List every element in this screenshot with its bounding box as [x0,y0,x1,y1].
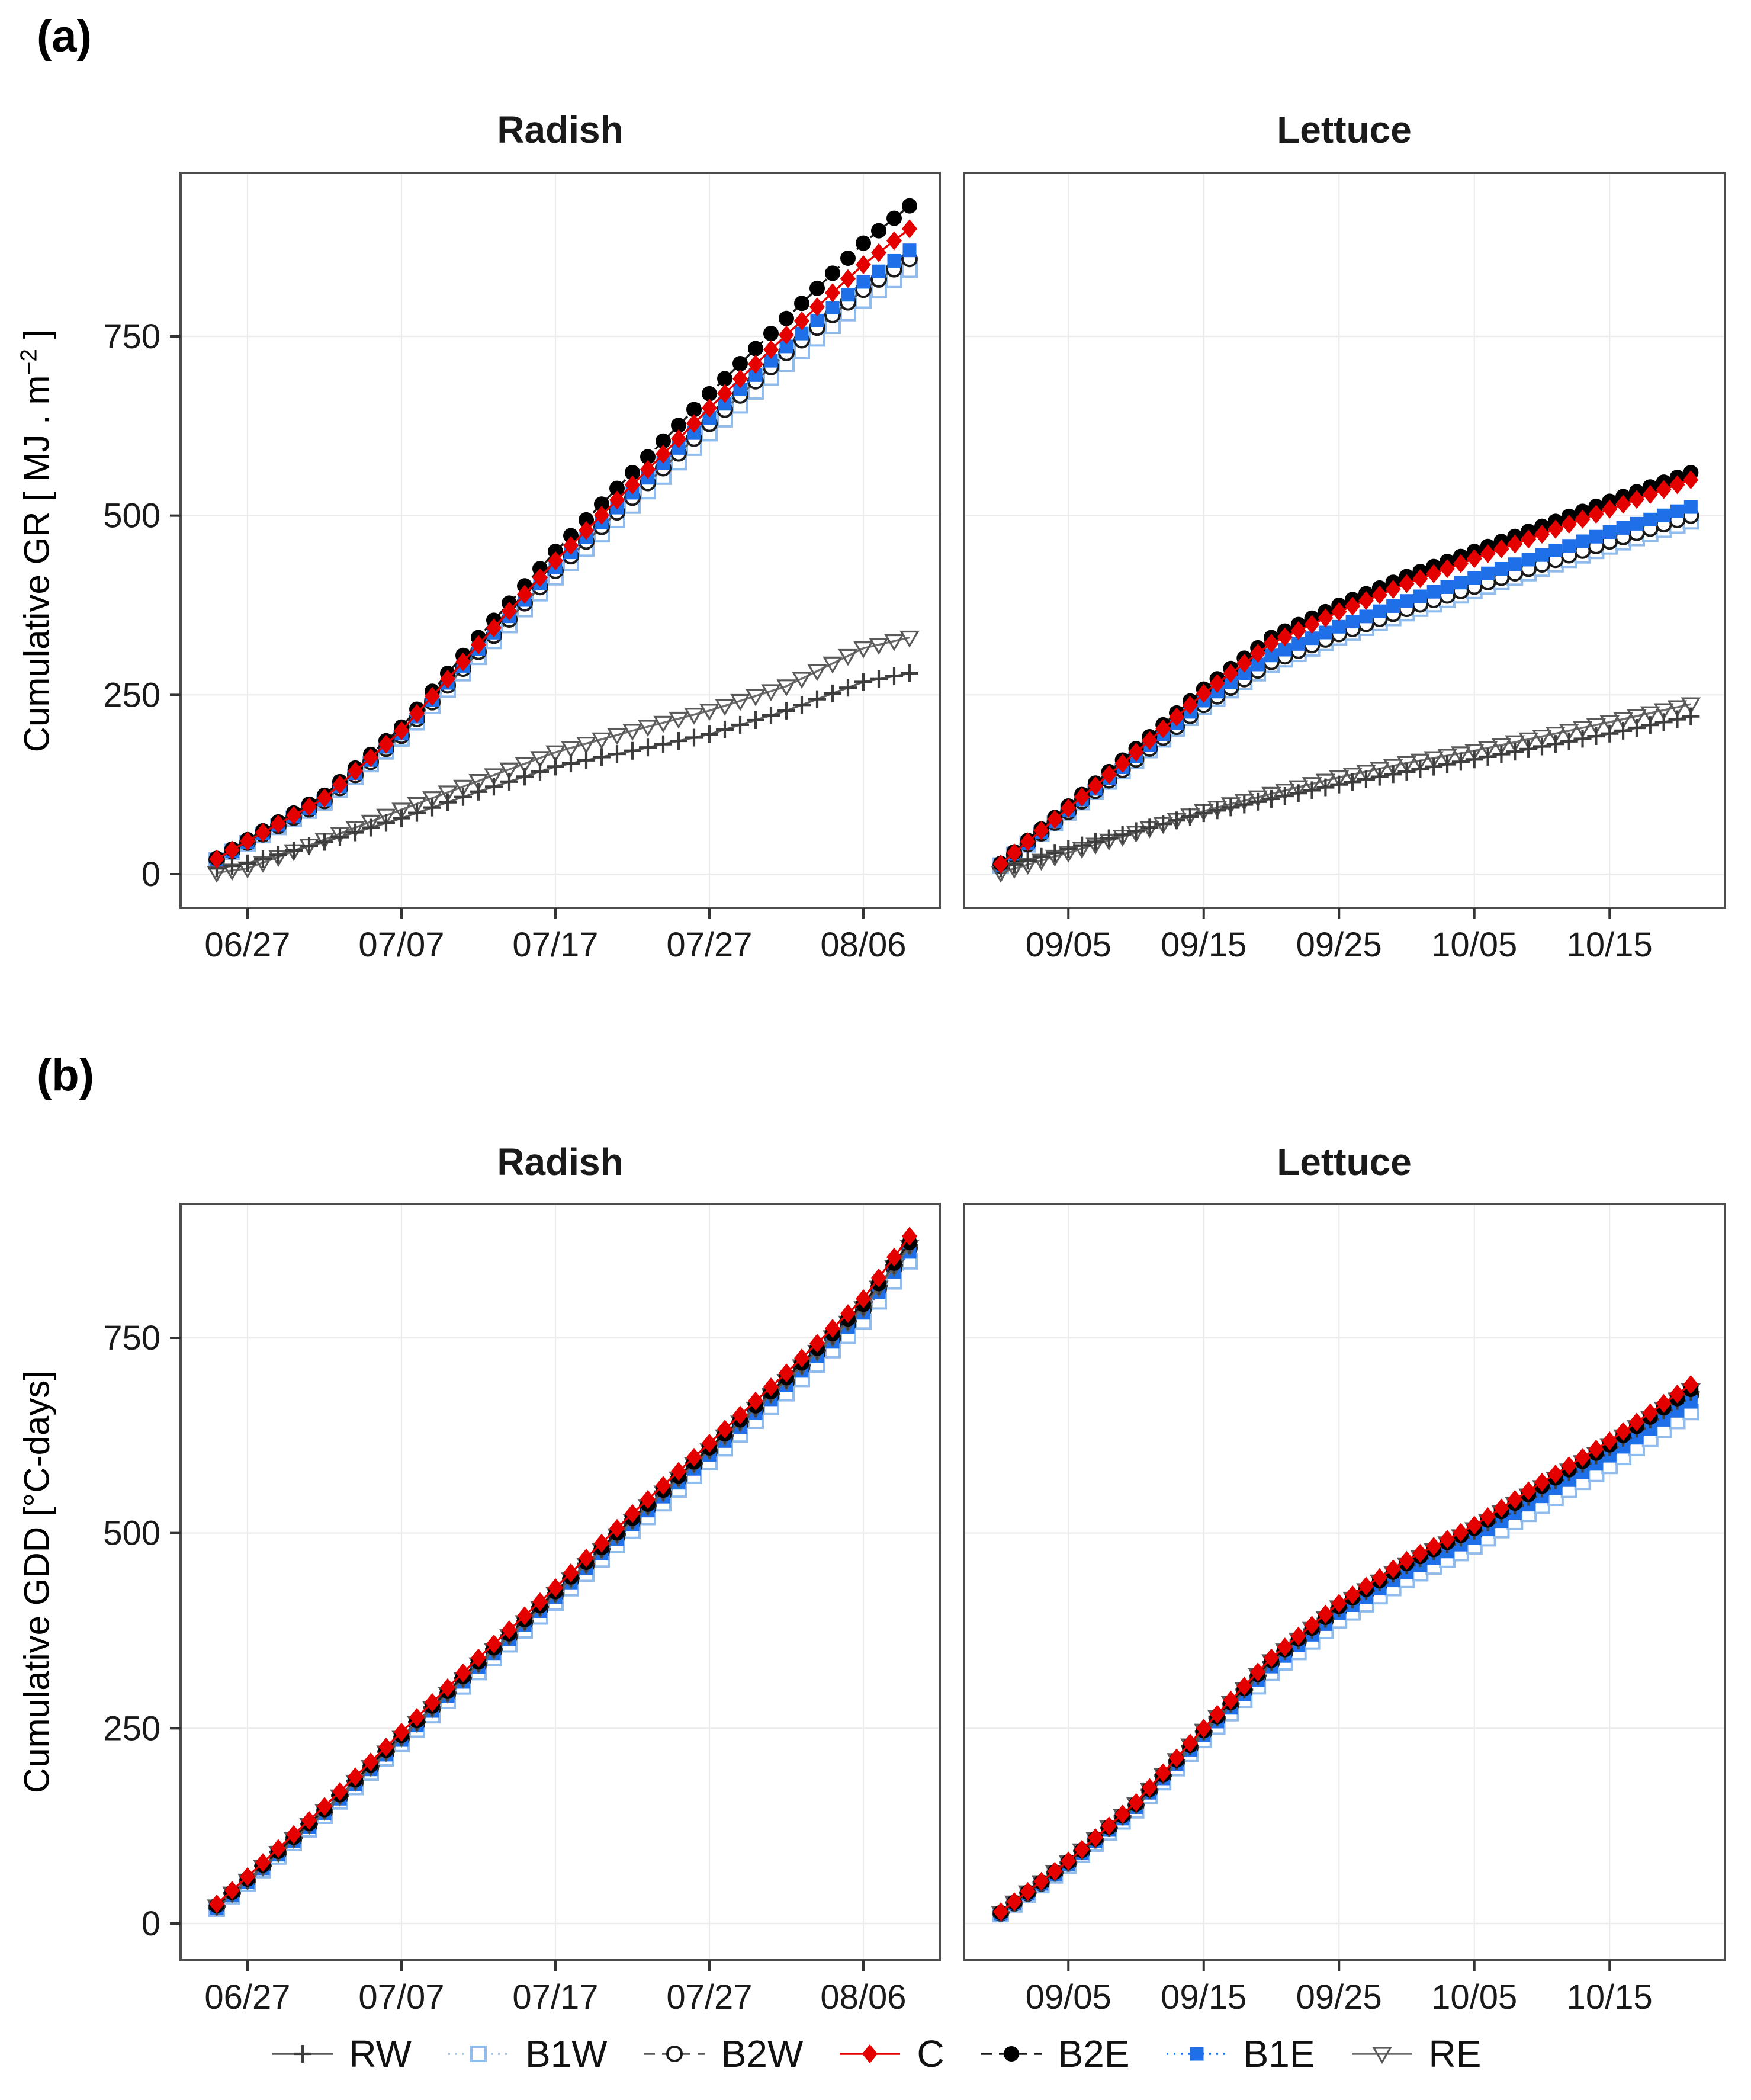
y-axis-a-radish: 0 250 500 750 [103,317,181,894]
legend-key-diamond-filled [840,2044,901,2063]
x-tick-label: 06/27 [204,926,290,964]
legend-label-RE: RE [1428,2032,1482,2075]
legend-item-C: C [837,2032,944,2076]
series-C-a-lettuce [993,470,1699,874]
panel-b-radish: 06/27 07/07 07/17 07/27 08/06 0 250 500 750 [103,1203,941,2016]
x-tick-label: 07/17 [512,1978,598,2016]
x-tick-label: 09/15 [1161,1978,1246,2016]
series-B2W-a-lettuce [992,507,1699,874]
legend-label-RW: RW [349,2032,412,2075]
y-tick-label: 0 [142,1905,160,1943]
panel-b-lettuce: 09/05 09/15 09/25 10/05 10/15 [963,1203,1726,2016]
panel-a-lettuce: 09/05 09/15 09/25 10/05 10/15 [963,172,1726,964]
series-RW-a-radish [208,664,918,878]
panel-border-b-radish [179,1203,941,1961]
series-C-b-lettuce [993,1375,1699,1922]
x-tick-label: 07/27 [666,926,752,964]
legend-key-circle-open [644,2046,705,2062]
panel-title-b-radish: Radish [497,1141,624,1183]
x-tick-label: 09/25 [1296,926,1382,964]
y-axis-label-gdd: Cumulative GDD [°C-days] [17,1370,57,1794]
panel-title-b-lettuce: Lettuce [1277,1141,1412,1183]
x-tick-label: 08/06 [820,926,906,964]
gridlines-b-radish [181,1204,940,1960]
y-tick-label: 0 [142,855,160,894]
legend-item-B2W: B2W [642,2032,804,2076]
x-tick-label: 09/05 [1026,926,1111,964]
y-tick-label: 250 [103,1709,160,1748]
section-a-label: (a) [37,11,92,62]
x-axis-a-lettuce: 09/05 09/15 09/25 10/05 10/15 [1026,908,1653,964]
x-tick-label: 07/27 [666,1978,752,2016]
panel-title-a-radish: Radish [497,108,624,151]
x-tick-label: 07/07 [358,926,444,964]
x-tick-label: 10/05 [1431,926,1517,964]
y-tick-label: 250 [103,676,160,714]
legend-item-RE: RE [1350,2032,1482,2076]
legend-key-triangle-down-open [1351,2047,1412,2064]
legend-label-B2E: B2E [1058,2032,1130,2075]
y-tick-label: 500 [103,1514,160,1553]
panel-border-a-radish [179,172,941,909]
series-RW-a-lettuce [992,707,1700,878]
x-tick-label: 10/15 [1567,926,1653,964]
y-tick-label: 750 [103,317,160,356]
y-tick-label: 750 [103,1319,160,1357]
y-axis-label-gr-post: ] [17,329,57,349]
legend-label-B1W: B1W [525,2032,608,2075]
series-C-b-radish [209,1226,917,1914]
x-tick-label: 10/05 [1431,1978,1517,2016]
legend-item-B2E: B2E [979,2032,1130,2076]
y-axis-label-gr-pre: Cumulative GR [ MJ . m [17,375,57,753]
legend-label-B2W: B2W [721,2032,804,2075]
gridlines-a-radish [181,173,940,908]
x-axis-b-lettuce: 09/05 09/15 09/25 10/05 10/15 [1026,1960,1653,2016]
y-axis-label-gr-sup: −2 [16,349,42,375]
legend-key-circle-filled [981,2046,1042,2062]
x-tick-label: 06/27 [204,1978,290,2016]
panel-border-a-lettuce [963,172,1726,909]
legend-item-B1W: B1W [446,2032,608,2076]
panel-border-b-lettuce [963,1203,1726,1961]
legend-label-B1E: B1E [1243,2032,1315,2075]
x-tick-label: 08/06 [820,1978,906,2016]
series-B1W-a-radish [208,261,918,869]
x-tick-label: 10/15 [1567,1978,1653,2016]
x-axis-a-radish: 06/27 07/07 07/17 07/27 08/06 [204,908,907,964]
x-tick-label: 09/15 [1161,926,1246,964]
x-tick-label: 07/07 [358,1978,444,2016]
legend: RW B1W B2W C B2E B1E RE [0,2018,1751,2089]
x-tick-label: 07/17 [512,926,598,964]
gridlines-b-lettuce [964,1204,1725,1960]
series-B1W-a-lettuce [992,513,1699,874]
x-axis-b-radish: 06/27 07/07 07/17 07/27 08/06 [204,1960,907,2016]
y-axis-label-gr: Cumulative GR [ MJ . m−2 ] [17,329,57,753]
x-tick-label: 09/05 [1026,1978,1111,2016]
legend-label-C: C [917,2032,944,2075]
section-b-label: (b) [37,1050,95,1100]
legend-key-square-filled [1166,2047,1227,2061]
series-C-a-radish [209,219,917,869]
legend-key-plus [272,2045,333,2063]
y-tick-label: 500 [103,497,160,535]
panel-title-a-lettuce: Lettuce [1277,108,1412,151]
y-axis-b-radish: 0 250 500 750 [103,1319,181,1943]
x-tick-label: 09/25 [1296,1978,1382,2016]
legend-item-B1E: B1E [1164,2032,1315,2076]
legend-item-RW: RW [270,2032,412,2076]
panel-a-radish: 06/27 07/07 07/17 07/27 08/06 0 250 500 750 [103,172,941,964]
series-B2E-a-lettuce [993,465,1699,871]
legend-key-square-open [448,2046,509,2062]
